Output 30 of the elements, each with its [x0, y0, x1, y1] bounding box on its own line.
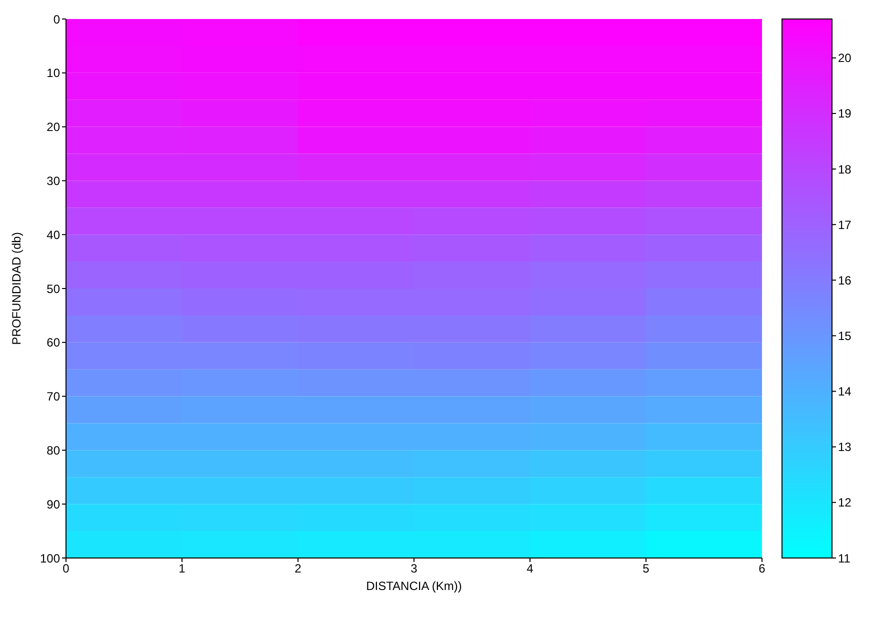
color-bar-label: 19	[838, 106, 852, 121]
y-tick-label: 40	[46, 228, 60, 242]
y-tick-label: 100	[40, 551, 60, 566]
x-axis-title: DISTANCIA (Km))	[366, 579, 462, 593]
x-tick-label: 3	[410, 562, 418, 576]
y-tick-label: 60	[46, 336, 60, 350]
y-tick-label: 0	[53, 12, 60, 26]
y-tick-label: 80	[46, 443, 60, 458]
color-bar-label: 17	[838, 218, 852, 232]
color-bar-label: 20	[838, 51, 852, 66]
color-bar-label: 18	[838, 162, 852, 176]
x-tick-label: 2	[294, 562, 302, 576]
color-bar-label: 14	[838, 384, 852, 399]
color-bar-label: 11	[838, 551, 851, 566]
y-axis-title: PROFUNDIDAD (db)	[9, 232, 24, 345]
x-tick-label: 0	[62, 562, 70, 576]
color-bar-label: 13	[838, 440, 852, 454]
y-tick-label: 70	[46, 390, 60, 404]
color-bar-label: 12	[838, 496, 852, 510]
y-tick-label: 30	[46, 174, 60, 188]
x-tick-label: 4	[526, 562, 534, 576]
x-tick-label: 5	[642, 562, 650, 576]
color-bar-label: 16	[838, 273, 852, 288]
y-tick-label: 90	[46, 497, 60, 512]
y-tick-label: 50	[46, 282, 60, 296]
y-tick-label: 10	[46, 66, 60, 80]
x-tick-label: 6	[758, 562, 766, 576]
x-tick-label: 1	[178, 562, 186, 576]
color-bar-label: 15	[838, 328, 852, 343]
y-tick-label: 20	[46, 120, 60, 134]
